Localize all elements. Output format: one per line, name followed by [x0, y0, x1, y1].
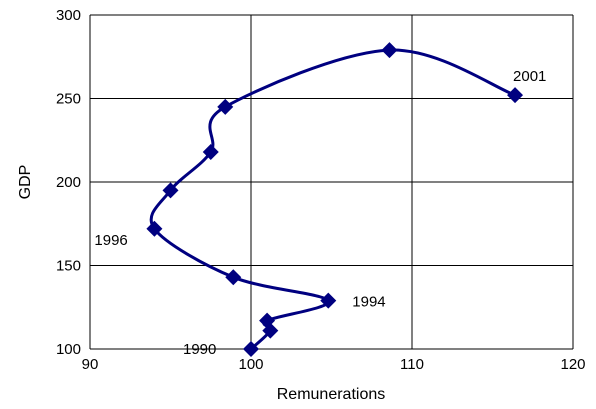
- point-annotations: 1990 1994 1996 2001: [94, 68, 546, 358]
- x-tick-label: 100: [238, 356, 263, 373]
- point-label: 1994: [352, 294, 385, 311]
- data-point: [162, 182, 179, 199]
- data-point: [202, 143, 219, 160]
- point-label: 1996: [94, 232, 127, 249]
- x-tick-label: 120: [560, 356, 585, 373]
- x-axis-title: Remunerations: [277, 386, 386, 403]
- data-markers: [146, 42, 524, 357]
- y-tick-label: 200: [56, 174, 81, 191]
- y-axis-title: GDP: [17, 165, 34, 200]
- point-label: 1990: [183, 341, 216, 358]
- data-point: [217, 98, 234, 115]
- gridlines: [89, 14, 574, 350]
- data-point: [381, 42, 398, 59]
- point-label: 2001: [513, 68, 546, 85]
- data-point: [320, 292, 337, 309]
- data-point: [259, 312, 276, 329]
- data-point: [146, 220, 163, 237]
- data-point: [225, 269, 242, 286]
- y-tick-label: 100: [56, 341, 81, 358]
- y-tick-label: 150: [56, 258, 81, 275]
- y-tick-labels: 100 150 200 250 300: [56, 7, 81, 358]
- y-tick-label: 250: [56, 91, 81, 108]
- data-point: [507, 87, 524, 104]
- data-point: [243, 341, 259, 357]
- y-tick-label: 300: [56, 7, 81, 24]
- x-tick-label: 110: [400, 356, 424, 373]
- x-tick-labels: 90 100 110 120: [82, 356, 586, 373]
- x-tick-label: 90: [82, 356, 99, 373]
